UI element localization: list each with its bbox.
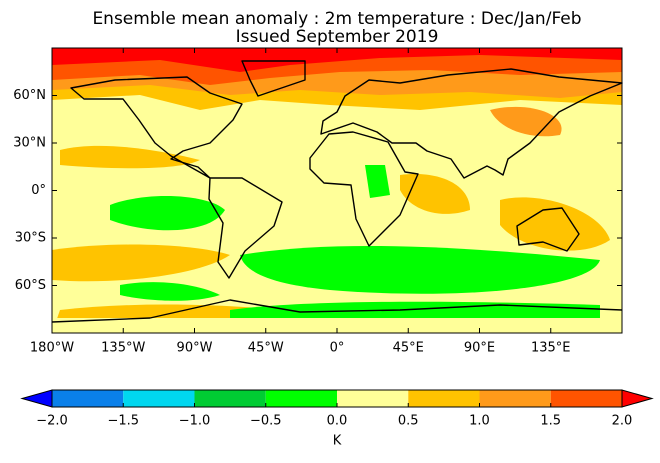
colorbar-segment — [550, 390, 622, 407]
colorbar-tick-label: −0.5 — [250, 414, 282, 429]
y-tick-label: 30°S — [15, 231, 46, 246]
y-tick-label: 30°N — [13, 136, 46, 151]
x-tick-label: 135°E — [531, 341, 571, 356]
colorbar-label: K — [333, 434, 342, 449]
subtitle: Issued September 2019 — [236, 27, 439, 47]
colorbar-segment — [408, 390, 480, 407]
y-tick-label: 60°S — [15, 278, 46, 293]
x-tick-label: 0° — [330, 341, 345, 356]
colorbar-segment — [337, 390, 409, 407]
colorbar-segment — [194, 390, 266, 407]
x-tick-label: 90°W — [177, 341, 213, 356]
title: Ensemble mean anomaly : 2m temperature :… — [92, 9, 581, 29]
x-tick-label: 180°W — [30, 341, 74, 356]
x-tick-label: 90°E — [464, 341, 495, 356]
colorbar-tick-label: −1.5 — [107, 414, 139, 429]
anomaly-field — [52, 48, 622, 333]
colorbar-tick-label: 0.0 — [327, 414, 348, 429]
x-tick-label: 45°E — [393, 341, 424, 356]
colorbar-tick-label: 1.5 — [540, 414, 561, 429]
colorbar-segment — [123, 390, 195, 407]
coastlines — [51, 60, 623, 323]
colorbar-extend-high — [621, 389, 654, 408]
x-tick-label: 135°W — [101, 341, 145, 356]
colorbar-tick-label: −1.0 — [179, 414, 211, 429]
colorbar-tick-label: 0.5 — [398, 414, 419, 429]
x-tick-label: 45°W — [248, 341, 284, 356]
colorbar-tick-label: −2.0 — [36, 414, 68, 429]
colorbar-extend-low — [20, 389, 53, 408]
colorbar-segment — [52, 390, 124, 407]
colorbar-tick-label: 1.0 — [469, 414, 490, 429]
colorbar-segment — [265, 390, 337, 407]
colorbar-segment — [479, 390, 551, 407]
y-tick-label: 0° — [31, 183, 46, 198]
colorbar-tick-label: 2.0 — [612, 414, 633, 429]
y-tick-label: 60°N — [13, 88, 46, 103]
